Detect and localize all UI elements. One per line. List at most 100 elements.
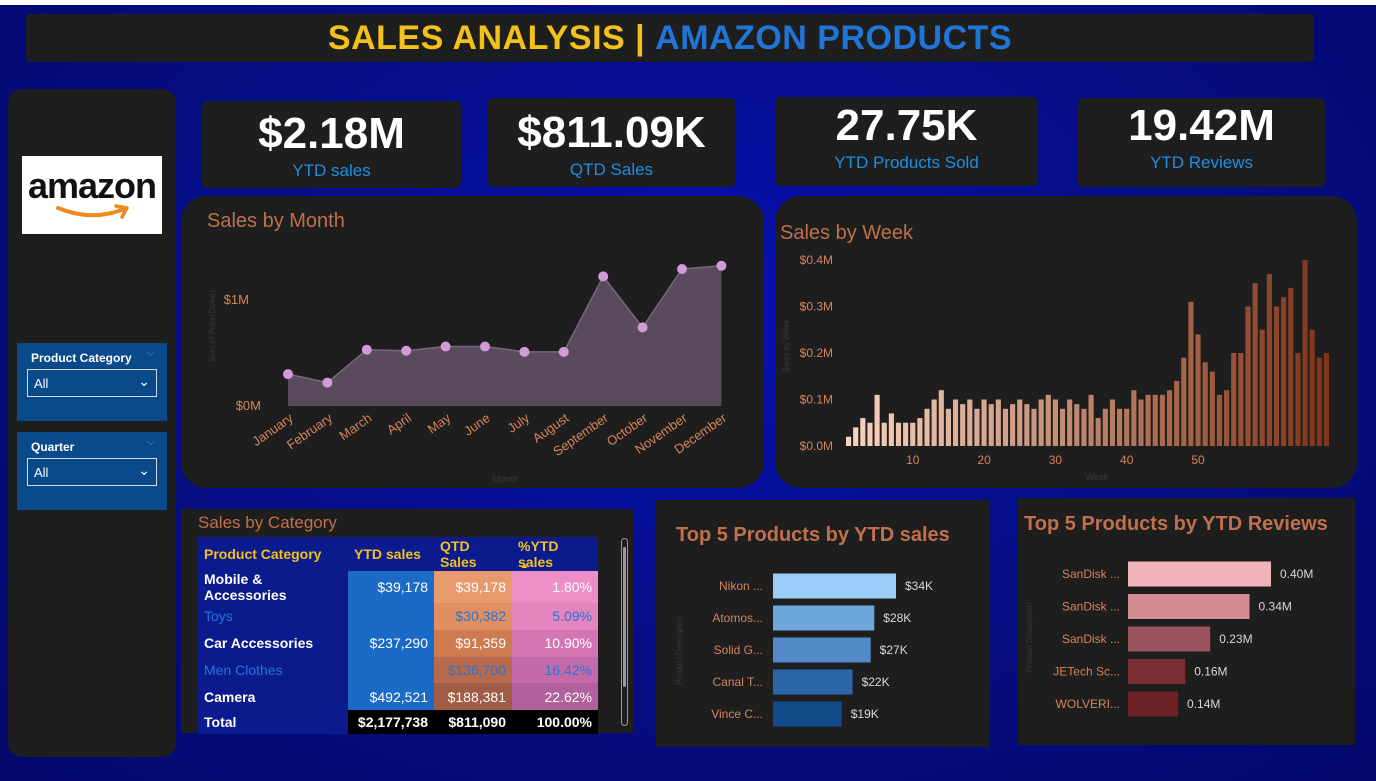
col-header-qtd[interactable]: QTD Sales (434, 537, 512, 571)
week-bar (1224, 390, 1230, 446)
week-bar (917, 418, 923, 446)
x-tick-label: June (461, 410, 493, 438)
category-label: SanDisk ... (1062, 567, 1120, 581)
kpi-ytd-reviews: 19.42M YTD Reviews (1078, 98, 1325, 187)
cell-category: Toys (198, 603, 348, 630)
chevron-down-icon[interactable]: ⌄ (138, 462, 150, 478)
col-header-category[interactable]: Product Category (198, 537, 348, 571)
kpi-value: 19.42M (1128, 101, 1275, 150)
area-fill (288, 265, 722, 406)
week-bar (924, 408, 930, 446)
col-header-ytd[interactable]: YTD sales (348, 537, 434, 571)
value-label: $28K (883, 611, 911, 625)
week-bar (1252, 283, 1258, 446)
sales-by-month-chart: Sum of Price(Dollar) $1M $0M Month Janua… (208, 260, 730, 484)
value-label: $27K (880, 643, 908, 657)
col-header-pct[interactable]: %YTD sales ▲ (512, 537, 598, 571)
top5-ytd-sales-card: Top 5 Products by YTD sales Product Desc… (656, 500, 990, 747)
cell-qtd: $30,382 (434, 603, 512, 630)
y-tick-label: $1M (224, 292, 249, 307)
y-axis-title: Sales by Week (782, 318, 791, 372)
kpi-value: $811.09K (517, 108, 706, 157)
smile-arrow-icon (56, 204, 129, 219)
week-bar (910, 422, 916, 446)
data-point (637, 322, 648, 333)
week-bar (1045, 394, 1051, 446)
category-label: Nikon ... (719, 579, 763, 593)
sales-by-week-card: Sales by Week Sales by Week Week $0.0M $0… (775, 196, 1357, 488)
week-bar (867, 422, 873, 446)
chevron-down-icon[interactable]: ⌄ (138, 373, 150, 389)
week-bar (895, 422, 902, 446)
cell-pct: 1.80% (512, 571, 598, 603)
data-point (401, 345, 412, 356)
slicer-quarter[interactable]: Quarter ⌵ All ⌄ (17, 432, 167, 510)
data-point (361, 344, 372, 355)
chevron-icon[interactable]: ⌵ (146, 436, 155, 448)
col-header-pct-label: %YTD sales (518, 538, 559, 570)
cell-qtd: $136,700 (434, 656, 512, 684)
y-tick-label: $0.4M (800, 253, 833, 267)
product-bar (1128, 691, 1179, 717)
week-bar (903, 422, 909, 446)
week-bar (988, 404, 994, 446)
week-bar (1174, 380, 1180, 446)
cell-category: Car Accessories (198, 629, 348, 657)
table-row: Camera $492,521 $188,381 22.62% (198, 683, 598, 711)
week-bar (938, 390, 944, 446)
cell-category: Camera (198, 683, 348, 711)
week-bar (874, 394, 880, 446)
week-bar (1188, 301, 1194, 446)
table-total-row: Total $2,177,738 $811,090 100.00% (198, 710, 598, 735)
value-label: 0.16M (1194, 665, 1227, 679)
x-tick-label: May (425, 410, 454, 437)
sales-by-category-table: Product Category YTD sales QTD Sales %YT… (198, 537, 598, 735)
value-label: 0.34M (1259, 600, 1292, 614)
week-bar (1117, 408, 1123, 446)
week-bar (1088, 394, 1094, 446)
area-line (287, 265, 722, 384)
kpi-label: YTD Products Sold (834, 153, 979, 172)
slicer-product-category[interactable]: Product Category ⌵ All ⌄ (17, 343, 167, 421)
category-label: Atomos... (712, 611, 763, 625)
week-bar (1138, 399, 1144, 446)
table-scrollbar[interactable] (621, 538, 628, 726)
value-label: 0.23M (1219, 632, 1252, 646)
product-bar (1128, 561, 1271, 587)
x-tick-label: 50 (1191, 453, 1205, 467)
cell-ytd (348, 656, 434, 684)
cell-pct: 16.42% (512, 656, 598, 684)
cell-qtd: $188,381 (434, 683, 512, 711)
chart-title: Sales by Week (780, 222, 914, 244)
category-label: WOLVERI... (1056, 697, 1120, 711)
cell-ytd: $492,521 (348, 683, 434, 711)
week-bar (1067, 399, 1073, 446)
amazon-logo: amazon (22, 156, 162, 234)
sort-ascending-icon[interactable]: ▲ (520, 560, 529, 570)
product-bar (1128, 626, 1211, 652)
y-tick-label: $0M (236, 398, 261, 413)
data-point (598, 271, 609, 282)
cell-qtd: $39,178 (434, 571, 512, 603)
data-point (677, 263, 687, 274)
week-bar (860, 418, 866, 446)
y-axis-title: Product Description (1025, 603, 1034, 673)
cell-category: Men Clothes (198, 656, 348, 684)
week-bar (1209, 371, 1215, 446)
top-border (0, 0, 1376, 5)
week-bar (1216, 394, 1223, 446)
product-category-dropdown[interactable]: All ⌄ (27, 369, 157, 397)
category-label: SanDisk ... (1062, 632, 1120, 646)
week-bar (853, 427, 859, 446)
kpi-value: $2.18M (258, 109, 405, 158)
quarter-dropdown[interactable]: All ⌄ (27, 458, 157, 486)
chevron-icon[interactable]: ⌵ (146, 347, 155, 359)
week-bar (1109, 399, 1116, 446)
x-tick-label: April (384, 410, 414, 437)
scrollbar-thumb[interactable] (623, 547, 626, 687)
week-bar (1302, 260, 1308, 446)
table-row: Men Clothes $136,700 16.42% (198, 656, 598, 684)
x-tick-label: 20 (977, 453, 991, 467)
data-point (558, 346, 569, 357)
sales-by-week-chart: Sales by Week Week $0.0M $0.1M $0.2M $0.3M $… (782, 253, 1329, 482)
